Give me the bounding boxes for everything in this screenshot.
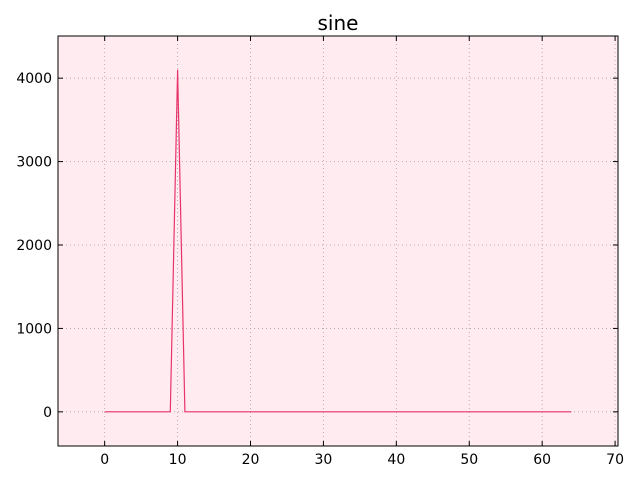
chart-title: sine	[318, 11, 359, 35]
x-tick-label: 30	[315, 452, 333, 468]
x-tick-label: 50	[460, 452, 478, 468]
x-tick-label: 70	[606, 452, 624, 468]
y-tick-label: 1000	[16, 321, 52, 337]
y-tick-label: 3000	[16, 155, 52, 171]
x-tick-label: 10	[169, 452, 187, 468]
x-tick-label: 60	[533, 452, 551, 468]
x-tick-label: 20	[242, 452, 260, 468]
plot-frame	[57, 35, 619, 447]
y-axis: 0 1000 2000 3000 4000	[16, 71, 618, 421]
y-tick-label: 2000	[16, 238, 52, 254]
x-axis: 0 10 20 30 40 50 60 70	[100, 36, 624, 468]
y-tick-label: 0	[43, 405, 52, 421]
series-group	[104, 69, 572, 413]
x-tick-label: 40	[387, 452, 405, 468]
series-line	[104, 69, 572, 413]
plot-area	[58, 36, 618, 446]
y-tick-label: 4000	[16, 71, 52, 87]
x-tick-label: 0	[100, 452, 109, 468]
